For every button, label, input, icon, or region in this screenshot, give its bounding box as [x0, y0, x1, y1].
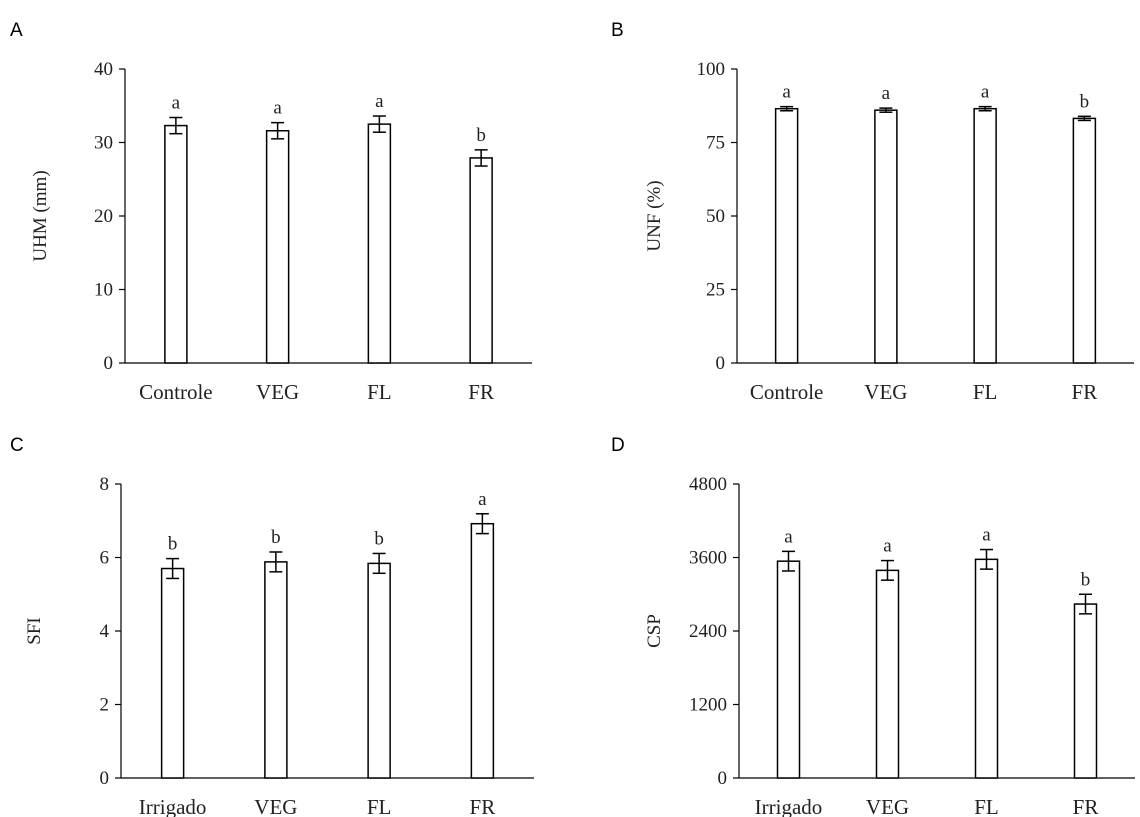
panel-b-y-axis-title: UNF (%) [644, 180, 665, 251]
panel-a-bar [265, 129, 290, 364]
panel-d-bar [875, 569, 900, 779]
panel-a-bar [164, 124, 188, 364]
panel-c-y-tick-label: 6 [100, 548, 110, 569]
panel-b-bar [774, 107, 799, 364]
panel-b-bar [874, 109, 898, 364]
panel-b-category-label: Controle [750, 380, 824, 404]
panel-d-significance-letter: b [1081, 569, 1091, 590]
panel-a-bar [367, 123, 392, 364]
panel-b-y-tick-label: 0 [716, 353, 726, 374]
panel-d-category-label: Irrigado [755, 795, 823, 817]
panel-a-significance-letter: b [476, 125, 486, 146]
panel-a-y-tick-label: 10 [94, 280, 113, 301]
panel-b-bar [1072, 117, 1097, 364]
panel-b: B 0 25 50 75 100 UNF (%) a Controle a VEG a FL b FR [611, 20, 1134, 404]
panel-d-y-tick-label: 4800 [689, 474, 727, 495]
panel-c-significance-letter: a [478, 489, 487, 510]
panel-d-y-axis-title: CSP [644, 614, 665, 648]
panel-a-y-tick-label: 20 [94, 206, 113, 227]
panel-b-significance-letter: a [782, 82, 791, 103]
panel-c-category-label: FR [470, 795, 496, 817]
panel-c-bar [264, 561, 288, 779]
panel-c-bar [470, 522, 495, 779]
panel-d-y-tick-label: 2400 [689, 621, 727, 642]
panel-a-category-label: FL [367, 380, 392, 404]
panel-b-category-label: VEG [864, 380, 907, 404]
panel-a-significance-letter: a [375, 91, 384, 112]
panel-c-bar [160, 567, 185, 779]
panel-b-y-tick-label: 75 [706, 133, 725, 154]
panel-d-letter: D [611, 435, 625, 456]
panel-b-bar [973, 107, 997, 364]
panel-d-significance-letter: a [784, 526, 793, 547]
panel-d-category-label: VEG [866, 795, 909, 817]
panel-a: A 0 10 20 30 40 UHM (mm) a Controle a VEG a FL b FR [10, 20, 532, 404]
panel-c-bar [367, 562, 391, 779]
panel-c-category-label: FL [367, 795, 392, 817]
panel-d-category-label: FR [1073, 795, 1099, 817]
panel-c-category-label: VEG [254, 795, 297, 817]
panel-b-significance-letter: a [882, 83, 891, 104]
panel-d-y-tick-label: 0 [718, 768, 728, 789]
panel-c-y-tick-label: 8 [100, 474, 110, 495]
panel-a-y-tick-label: 30 [94, 133, 113, 154]
panel-a-letter: A [10, 20, 23, 41]
panel-a-category-label: VEG [256, 380, 299, 404]
panel-d-bar [974, 558, 999, 779]
panel-c: C 0 2 4 6 8 SFI b Irrigado b VEG b FL a FR [10, 435, 534, 817]
panel-d-category-label: FL [974, 795, 999, 817]
panel-c-category-label: Irrigado [139, 795, 207, 817]
panel-c-y-axis-title: SFI [24, 617, 45, 644]
panel-b-letter: B [611, 20, 624, 41]
panel-b-category-label: FL [973, 380, 998, 404]
panel-c-y-tick-label: 4 [100, 621, 110, 642]
panel-b-significance-letter: b [1080, 91, 1090, 112]
panel-a-y-tick-label: 0 [104, 353, 114, 374]
panel-b-y-tick-label: 25 [706, 280, 725, 301]
panel-a-y-axis-title: UHM (mm) [30, 170, 51, 261]
panel-b-significance-letter: a [981, 82, 990, 103]
panel-c-significance-letter: b [168, 534, 178, 555]
panel-a-category-label: Controle [139, 380, 213, 404]
panel-a-bar [469, 157, 493, 364]
panel-a-significance-letter: a [273, 98, 282, 119]
panel-a-y-tick-label: 40 [94, 59, 113, 80]
panel-b-category-label: FR [1072, 380, 1098, 404]
panel-a-significance-letter: a [172, 93, 181, 114]
panel-b-y-tick-label: 100 [697, 59, 726, 80]
panel-c-letter: C [10, 435, 24, 456]
panel-d-bar [776, 560, 801, 779]
panel-d-significance-letter: a [982, 525, 991, 546]
panel-a-category-label: FR [468, 380, 494, 404]
panel-b-y-tick-label: 50 [706, 206, 725, 227]
panel-c-significance-letter: b [374, 528, 384, 549]
panel-c-significance-letter: b [271, 527, 281, 548]
panel-c-y-tick-label: 2 [100, 695, 110, 716]
panel-d-significance-letter: a [883, 536, 892, 557]
panel-d-bar [1073, 603, 1098, 779]
panel-d-y-tick-label: 1200 [689, 695, 727, 716]
panel-d: D 0 1200 2400 3600 4800 CSP a Irrigado a VEG a FL b FR [611, 435, 1135, 817]
panel-d-y-tick-label: 3600 [689, 548, 727, 569]
panel-c-y-tick-label: 0 [100, 768, 110, 789]
